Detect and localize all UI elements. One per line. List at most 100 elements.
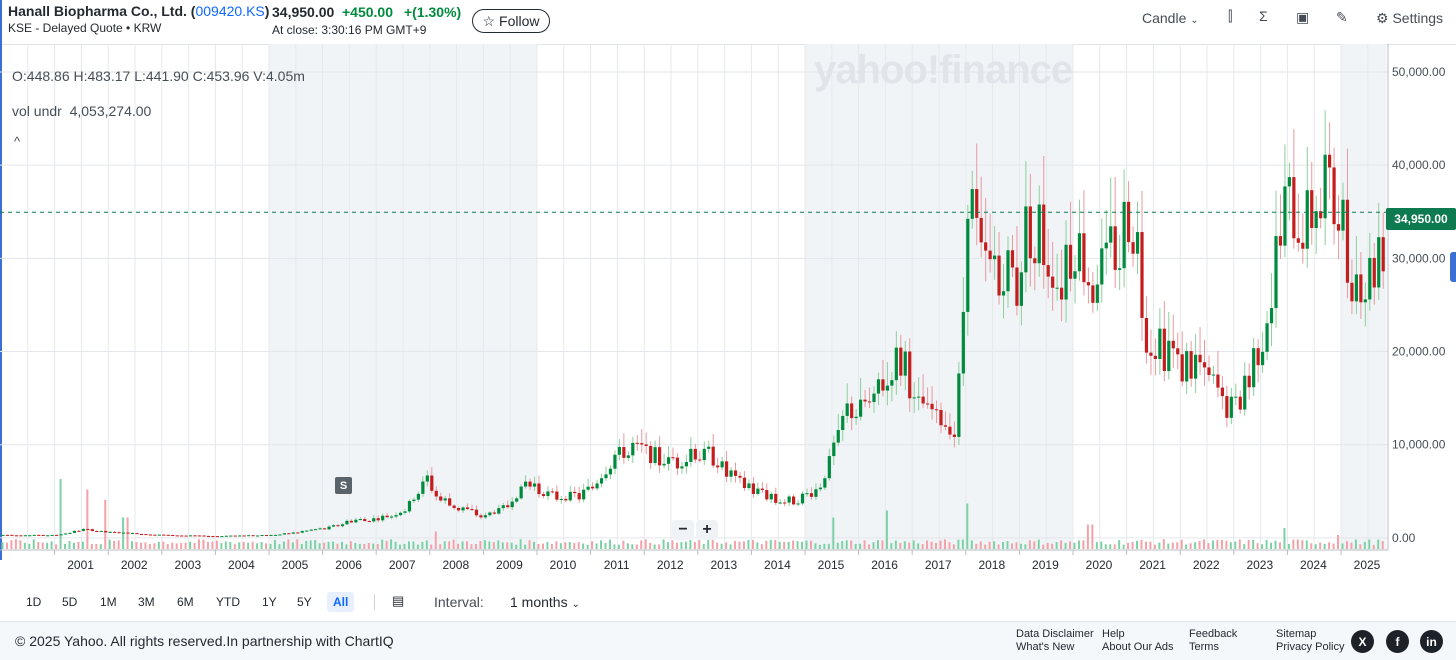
candle-body xyxy=(233,535,237,537)
candle-body xyxy=(975,189,979,218)
zoom-out-button[interactable]: − xyxy=(672,520,694,540)
split-marker[interactable]: S xyxy=(335,477,352,494)
candle-body xyxy=(474,509,479,516)
candle-body xyxy=(1345,199,1350,283)
footer-link-help[interactable]: Help xyxy=(1102,628,1125,640)
candle-body xyxy=(1207,367,1211,376)
volume-bar xyxy=(1109,544,1112,549)
volume-bar xyxy=(1073,542,1076,549)
volume-bar xyxy=(354,542,357,549)
volume-bar xyxy=(778,541,781,549)
range-button-ytd[interactable]: YTD xyxy=(216,595,240,609)
range-button-1m[interactable]: 1M xyxy=(100,595,117,609)
range-button-all[interactable]: All xyxy=(327,592,355,612)
candle-body xyxy=(229,535,233,537)
candle-body xyxy=(202,535,206,537)
candle-body xyxy=(1377,237,1381,288)
interval-value: 1 months xyxy=(510,594,568,610)
candle-body xyxy=(135,533,139,535)
candle-body xyxy=(885,385,889,391)
footer-link-sitemap[interactable]: Sitemap xyxy=(1276,628,1317,640)
date-range-calendar-icon[interactable]: ▤ xyxy=(392,593,405,608)
candle-body xyxy=(1261,351,1265,366)
x-tick-label: 2021 xyxy=(1139,558,1166,572)
candle-body xyxy=(1198,354,1202,363)
volume-bar xyxy=(926,540,929,549)
range-button-3m[interactable]: 3M xyxy=(138,595,155,609)
candle-body xyxy=(1292,177,1296,239)
candle-body xyxy=(1010,250,1015,268)
candle-body xyxy=(1001,291,1006,296)
candle-body xyxy=(1068,244,1073,279)
candle-body xyxy=(818,487,822,490)
footer-link-feedback[interactable]: Feedback xyxy=(1189,628,1238,640)
candle-body xyxy=(157,534,161,536)
linkedin-icon[interactable]: in xyxy=(1420,630,1443,653)
volume-bar xyxy=(198,539,201,549)
candle-body xyxy=(390,516,394,518)
candle-body xyxy=(345,520,349,525)
volume-bar xyxy=(466,541,469,549)
range-button-5d[interactable]: 5D xyxy=(62,595,78,609)
candle-body xyxy=(1296,238,1300,243)
side-panel-tab[interactable] xyxy=(1450,252,1456,282)
footer-link-privacy[interactable]: Privacy Policy xyxy=(1276,641,1345,653)
price-chart[interactable]: 0.00 10,000.00 20,000.00 30,000.00 40,000.00… xyxy=(0,44,1456,584)
candle-body xyxy=(407,500,412,512)
volume-bar xyxy=(577,542,580,549)
candle-body xyxy=(1064,244,1068,300)
settings-button[interactable]: ⚙ Settings xyxy=(1376,10,1443,27)
compare-icon[interactable]: ⫿ xyxy=(1228,8,1233,24)
facebook-icon[interactable]: f xyxy=(1386,630,1409,653)
range-button-1y[interactable]: 1Y xyxy=(262,595,277,609)
chart-type-dropdown[interactable]: Candle ⌄ xyxy=(1142,10,1199,26)
x-tick-label: 2001 xyxy=(67,558,94,572)
range-button-5y[interactable]: 5Y xyxy=(297,595,312,609)
volume-bar xyxy=(586,544,589,549)
volume-bar xyxy=(559,543,562,549)
range-button-1d[interactable]: 1D xyxy=(26,595,42,609)
volume-bar xyxy=(407,541,410,549)
footer-link-data-disclaimer[interactable]: Data Disclaimer xyxy=(1016,628,1094,640)
candle-body xyxy=(1176,348,1180,355)
collapse-chevron-icon[interactable]: ^ xyxy=(14,134,21,149)
candle-body xyxy=(591,486,595,489)
candle-body xyxy=(1363,299,1367,303)
volume-bar xyxy=(1274,540,1277,549)
volume-bar xyxy=(314,539,317,549)
candle-body xyxy=(421,481,425,494)
volume-bar xyxy=(680,542,683,549)
candle-body xyxy=(37,534,41,536)
volume-bar xyxy=(287,539,290,549)
candle-body xyxy=(1100,248,1104,285)
footer-link-whats-new[interactable]: What's New xyxy=(1016,641,1075,653)
zoom-in-button[interactable]: + xyxy=(696,520,718,540)
calendar-events-icon[interactable]: ▣ xyxy=(1296,9,1310,25)
draw-pencil-icon[interactable]: ✎ xyxy=(1336,9,1348,25)
candle-body xyxy=(1095,284,1099,303)
range-button-6m[interactable]: 6M xyxy=(177,595,194,609)
candle-body xyxy=(1091,285,1095,303)
candle-body xyxy=(1037,204,1041,264)
indicators-icon[interactable]: Σ xyxy=(1259,8,1268,24)
x-social-icon[interactable]: X xyxy=(1351,630,1374,653)
candle-body xyxy=(501,505,505,509)
volume-bar xyxy=(818,544,821,549)
x-tick-label: 2006 xyxy=(335,558,362,572)
candle-body xyxy=(640,443,644,445)
volume-bar xyxy=(1015,542,1018,549)
candle-body xyxy=(461,507,465,511)
candle-body xyxy=(684,461,688,467)
candle-body xyxy=(162,534,166,536)
volume-bar xyxy=(175,543,178,549)
volume-bar xyxy=(626,543,629,549)
follow-button[interactable]: ☆ Follow xyxy=(472,9,550,33)
x-tick-label: 2014 xyxy=(764,558,791,572)
volume-bar xyxy=(260,542,263,549)
interval-dropdown[interactable]: 1 months ⌄ xyxy=(504,592,586,612)
volume-bar xyxy=(439,544,442,549)
footer-link-about-ads[interactable]: About Our Ads xyxy=(1102,641,1174,653)
ticker-link[interactable]: 009420.KS xyxy=(195,3,265,19)
footer-link-terms[interactable]: Terms xyxy=(1189,641,1219,653)
candle-body xyxy=(1006,250,1010,292)
